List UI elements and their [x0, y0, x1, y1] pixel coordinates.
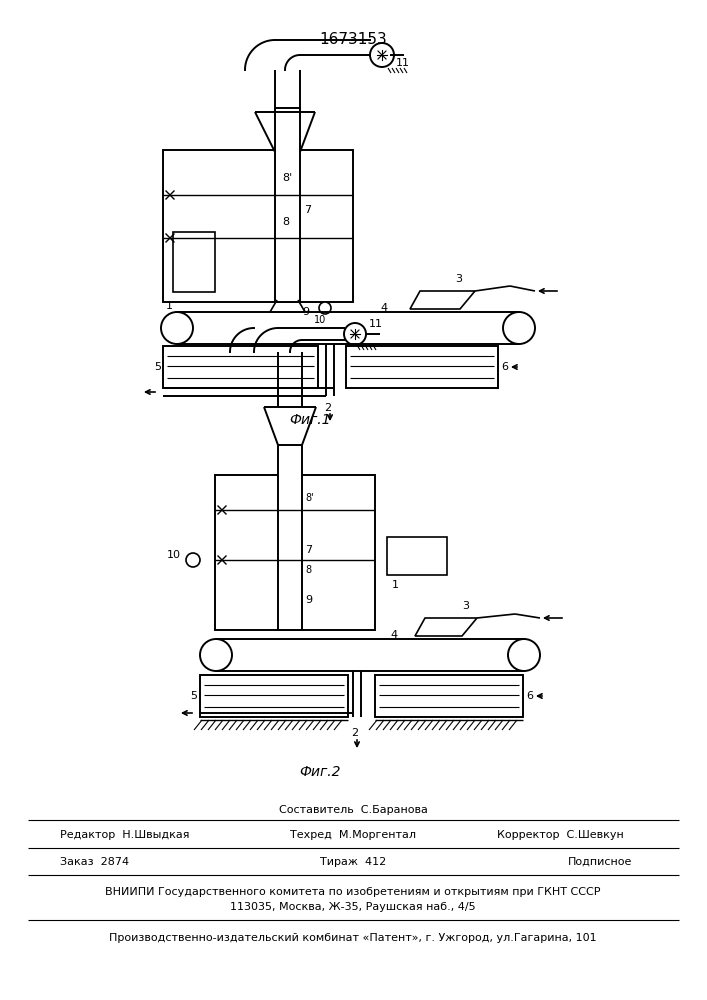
Text: Корректор  С.Шевкун: Корректор С.Шевкун — [496, 830, 624, 840]
Text: Подписное: Подписное — [568, 857, 632, 867]
Text: 4: 4 — [390, 630, 397, 640]
Text: 2: 2 — [325, 403, 332, 413]
Text: 6: 6 — [526, 691, 533, 701]
Text: 8: 8 — [282, 217, 289, 227]
Bar — [346, 346, 498, 388]
Text: 5: 5 — [154, 362, 161, 372]
Text: 5: 5 — [190, 691, 197, 701]
Text: 113035, Москва, Ж-35, Раушская наб., 4/5: 113035, Москва, Ж-35, Раушская наб., 4/5 — [230, 902, 476, 912]
Text: 10: 10 — [314, 315, 326, 325]
Bar — [163, 150, 353, 302]
Text: 11: 11 — [369, 319, 383, 329]
Text: 7: 7 — [304, 205, 311, 215]
Text: Заказ  2874: Заказ 2874 — [60, 857, 129, 867]
Text: 9: 9 — [302, 307, 309, 317]
Bar — [163, 346, 318, 388]
Text: Тираж  412: Тираж 412 — [320, 857, 386, 867]
Text: 1: 1 — [166, 301, 173, 311]
Text: 8: 8 — [305, 565, 311, 575]
Text: 2: 2 — [351, 728, 358, 738]
Text: Фиг.2: Фиг.2 — [299, 765, 341, 779]
Text: Фиг.1: Фиг.1 — [289, 413, 331, 427]
Bar — [173, 232, 215, 292]
Text: 8': 8' — [282, 173, 292, 183]
Bar — [278, 445, 302, 630]
Bar — [200, 675, 348, 717]
Bar — [387, 537, 447, 575]
Bar — [275, 108, 300, 302]
Text: ВНИИПИ Государственного комитета по изобретениям и открытиям при ГКНТ СССР: ВНИИПИ Государственного комитета по изоб… — [105, 887, 601, 897]
Circle shape — [319, 302, 331, 314]
Text: 9: 9 — [305, 595, 312, 605]
Text: Редактор  Н.Швыдкая: Редактор Н.Швыдкая — [60, 830, 189, 840]
Bar — [215, 475, 375, 630]
Circle shape — [186, 553, 200, 567]
Text: Техред  М.Моргентал: Техред М.Моргентал — [290, 830, 416, 840]
Bar — [375, 675, 523, 717]
Text: 10: 10 — [167, 550, 181, 560]
Text: 1673153: 1673153 — [319, 32, 387, 47]
Circle shape — [370, 43, 394, 67]
Text: 6: 6 — [501, 362, 508, 372]
Circle shape — [344, 323, 366, 345]
Text: 1: 1 — [392, 580, 399, 590]
Text: 8': 8' — [305, 493, 314, 503]
Text: Производственно-издательский комбинат «Патент», г. Ужгород, ул.Гагарина, 101: Производственно-издательский комбинат «П… — [109, 933, 597, 943]
Text: 3: 3 — [455, 274, 462, 284]
Text: 4: 4 — [380, 303, 387, 313]
Text: 7: 7 — [305, 545, 312, 555]
Text: 3: 3 — [462, 601, 469, 611]
Text: 11: 11 — [396, 58, 410, 68]
Text: Составитель  С.Баранова: Составитель С.Баранова — [279, 805, 428, 815]
